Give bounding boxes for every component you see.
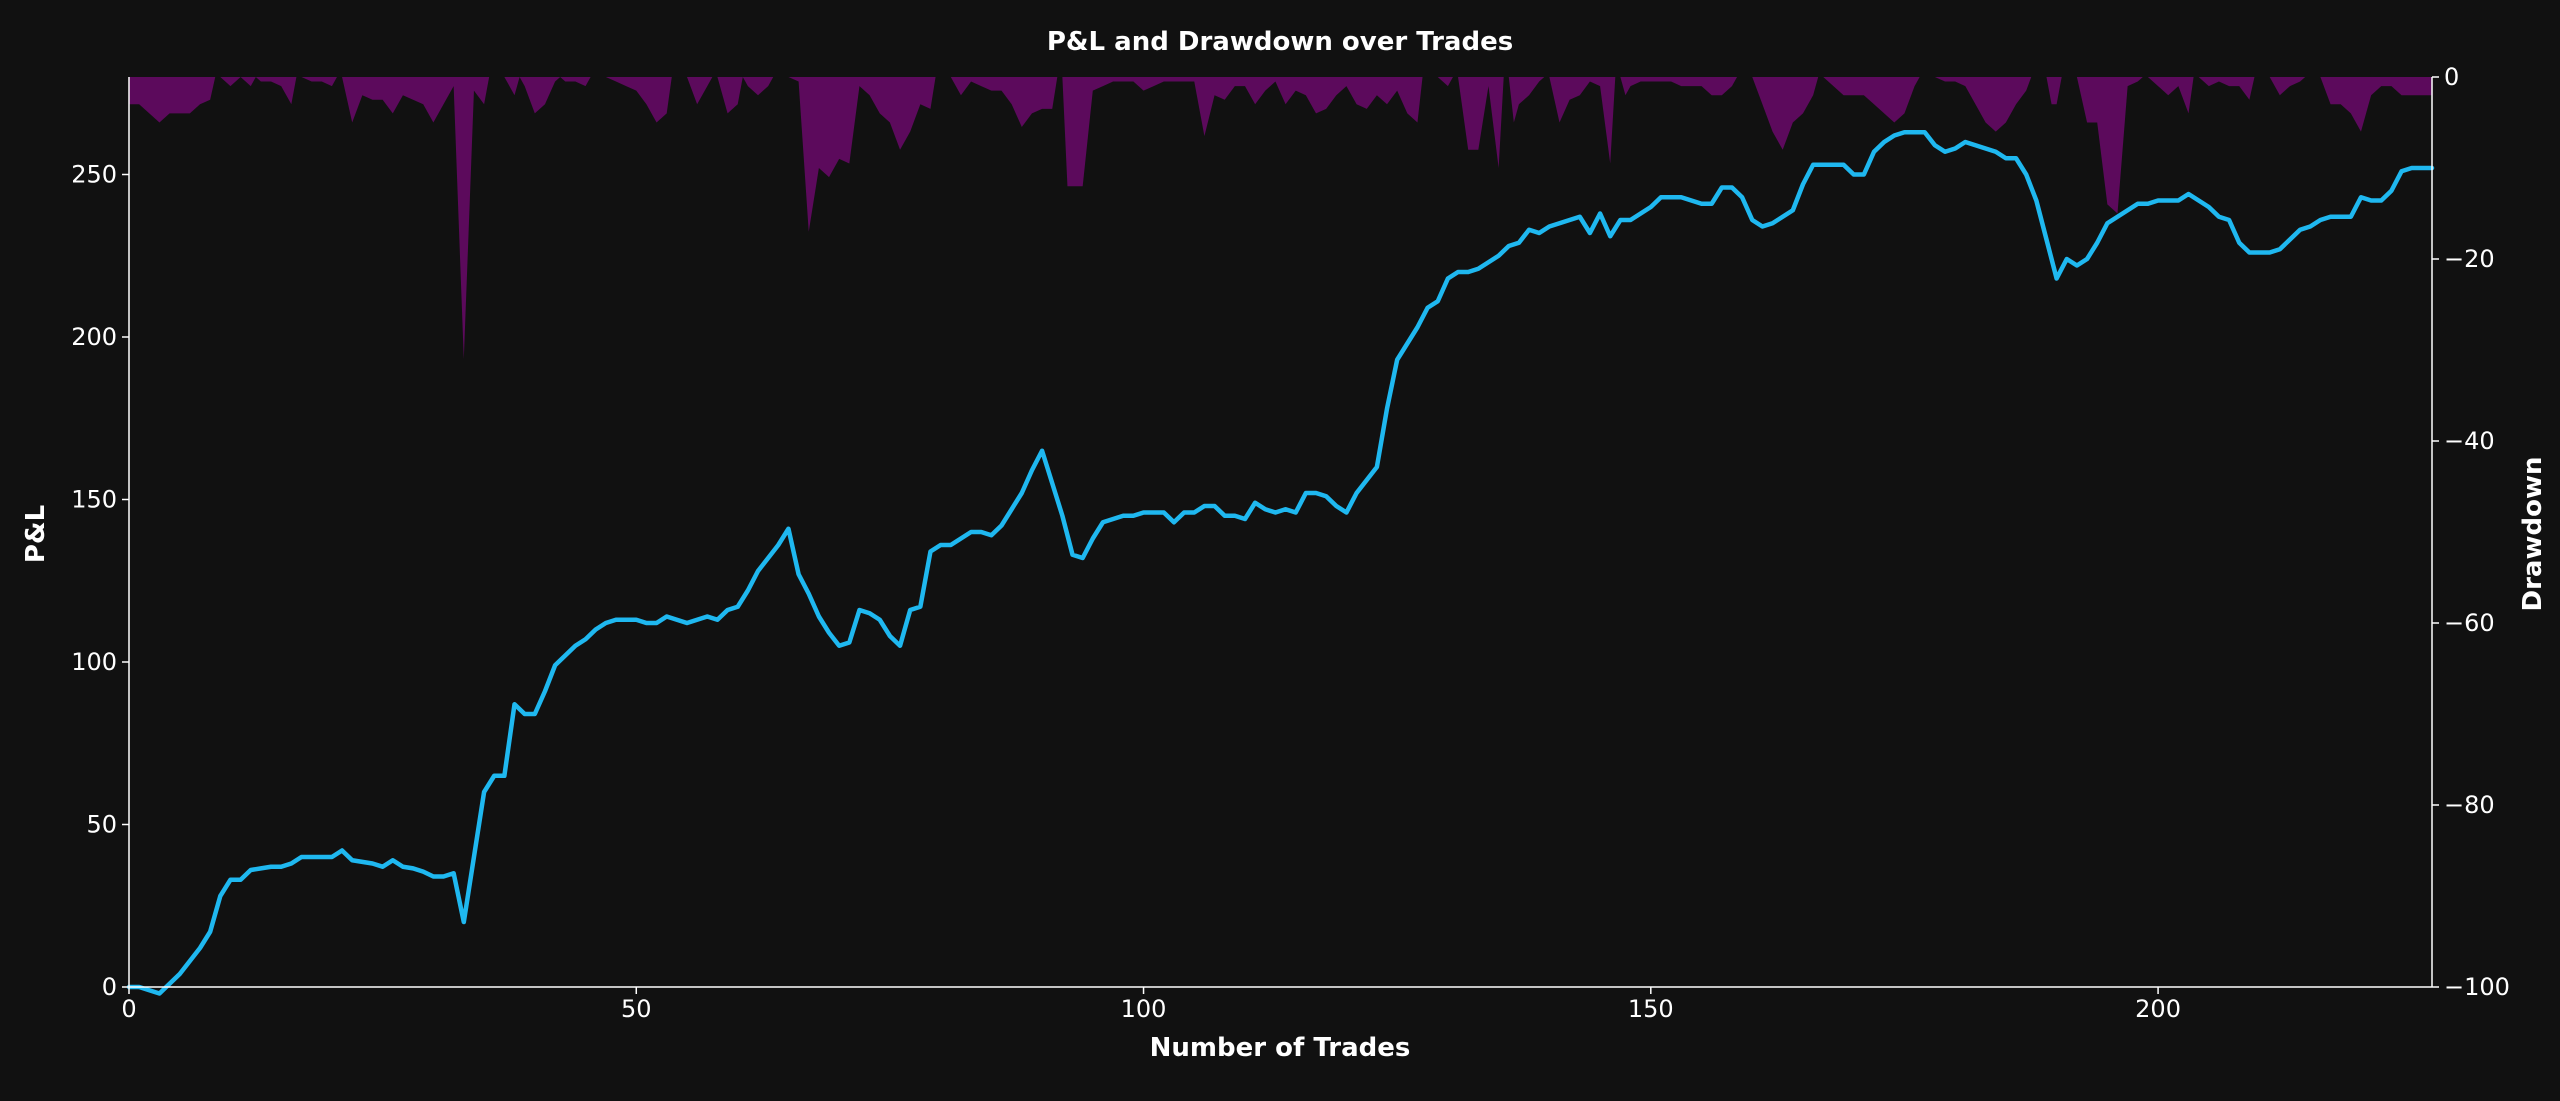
- y2-tick-label: −100: [2444, 973, 2510, 1001]
- x-axis-label: Number of Trades: [1150, 1033, 1411, 1063]
- pnl-line: [126, 130, 2435, 996]
- pnl-line-layer: [126, 130, 2435, 996]
- y2-axis-label: Drawdown: [2518, 457, 2548, 612]
- x-tick-label: 50: [621, 995, 652, 1023]
- drawdown-area: [129, 77, 2432, 360]
- chart-title: P&L and Drawdown over Trades: [1047, 27, 1513, 57]
- x-tick-label: 200: [2135, 995, 2181, 1023]
- x-tick-label: 0: [121, 995, 136, 1023]
- y2-tick-label: −60: [2444, 609, 2495, 637]
- axes-layer: 0 50 100 150 200 0 50 100 150 200 250 0 −20 −40 −60 −80…: [71, 63, 2510, 1023]
- y-tick-label: 0: [102, 973, 117, 1001]
- y-tick-label: 200: [71, 323, 117, 351]
- drawdown-area-layer: [129, 77, 2432, 360]
- y-axis-label: P&L: [21, 505, 51, 563]
- y2-tick-label: −40: [2444, 427, 2495, 455]
- y2-tick-label: −80: [2444, 791, 2495, 819]
- x-tick-label: 150: [1628, 995, 1674, 1023]
- y-tick-label: 150: [71, 486, 117, 514]
- y-tick-label: 250: [71, 161, 117, 189]
- y2-tick-label: 0: [2444, 63, 2459, 91]
- y2-tick-label: −20: [2444, 245, 2495, 273]
- y-tick-label: 100: [71, 648, 117, 676]
- y-tick-label: 50: [86, 811, 117, 839]
- x-tick-label: 100: [1121, 995, 1167, 1023]
